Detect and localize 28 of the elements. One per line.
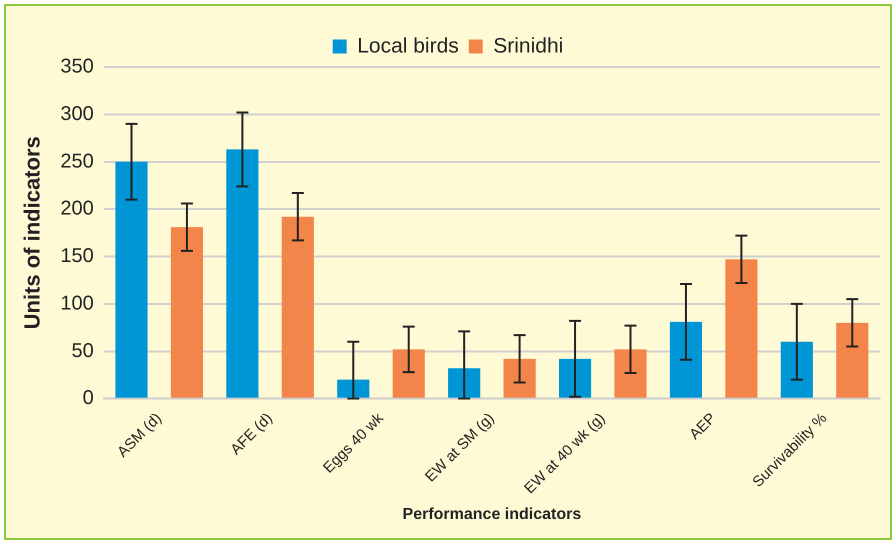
y-tick-label: 200: [60, 198, 94, 220]
bar: [725, 259, 758, 398]
legend-label: Local birds: [357, 34, 459, 58]
y-axis-title: Units of indicators: [19, 136, 44, 330]
y-tick-label: 350: [60, 56, 94, 78]
y-tick-label: 50: [72, 340, 94, 362]
y-tick-label: 100: [60, 292, 94, 314]
bar: [115, 162, 148, 398]
x-tick-label: EW at 40 wk (g): [521, 410, 609, 498]
bar: [226, 149, 258, 398]
bar: [614, 349, 647, 398]
bar: [670, 322, 702, 398]
y-tick-label: 300: [60, 102, 94, 125]
legend-label: Srinidhi: [493, 34, 564, 58]
bar: [337, 380, 370, 398]
bar: [558, 358, 592, 398]
y-tick-label: 150: [60, 245, 94, 268]
x-tick-label: EW at SM (g): [422, 410, 498, 486]
y-tick-label: 0: [82, 387, 94, 410]
x-axis-title: Performance indicators: [402, 506, 582, 523]
bar: [392, 349, 425, 398]
bar: [836, 322, 868, 398]
bar: [282, 216, 314, 398]
y-tick-label: 250: [60, 150, 94, 172]
bar: [170, 227, 204, 398]
bar: [448, 368, 480, 398]
bar: [504, 358, 536, 398]
bar: [780, 342, 813, 398]
